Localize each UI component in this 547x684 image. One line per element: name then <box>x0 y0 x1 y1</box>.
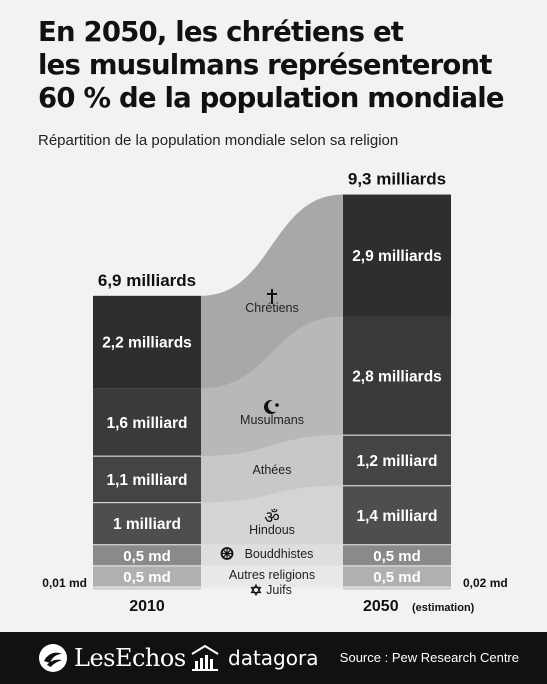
flow-band-4 <box>201 485 343 545</box>
total-label-2050: 9,3 milliards <box>348 170 446 189</box>
total-label-2010: 6,9 milliards <box>98 271 196 290</box>
lesechos-emblem-icon <box>39 644 67 672</box>
cross-icon <box>267 289 277 304</box>
lesechos-logo: LesEchos <box>38 632 186 684</box>
value-label: 1,6 milliard <box>107 415 188 432</box>
series-name: Autres religions <box>229 568 315 582</box>
series-name: Hindous <box>249 523 295 537</box>
value-label: 0,5 md <box>123 548 171 565</box>
dharma-wheel-icon <box>220 547 234 560</box>
dharma-wheel-spokes <box>222 548 232 559</box>
bar-segment-2010-4 <box>93 502 201 545</box>
bar-segment-2010-5 <box>93 544 201 566</box>
value-label: 1,2 milliard <box>357 453 438 470</box>
value-label: 2,8 milliards <box>352 369 442 386</box>
value-label: 1,4 milliard <box>357 508 438 525</box>
value-label: 1,1 milliard <box>107 472 188 489</box>
bar-segment-2050-3 <box>343 435 451 486</box>
flow-band-7 <box>201 587 343 590</box>
bar-segment-2010-7 <box>93 587 201 590</box>
value-label-outside: 0,02 md <box>463 576 508 590</box>
chart-subtitle: Répartition de la population mondiale se… <box>38 132 399 149</box>
title-line-2: les musulmans représenteront <box>38 49 492 81</box>
value-label: 0,5 md <box>123 569 171 586</box>
datagora-bars-icon <box>191 644 219 671</box>
star-of-david-icon <box>250 583 262 597</box>
series-name: Juifs <box>266 583 292 597</box>
series-name: Bouddhistes <box>245 547 314 561</box>
lesechos-wordmark: LesEchos <box>74 644 186 672</box>
crescent-star <box>275 403 279 407</box>
value-label: 0,5 md <box>373 548 421 565</box>
bar-segment-2050-4 <box>343 485 451 545</box>
flow-band-5 <box>201 544 343 566</box>
series-name: Athées <box>253 463 292 477</box>
bar-segment-2050-2 <box>343 316 451 436</box>
source-note: Source : Pew Research Centre <box>339 650 519 665</box>
page-title: En 2050, les chrétiens et les musulmans … <box>38 16 538 115</box>
datagora-logo: datagora <box>190 632 318 684</box>
series-name: Chrétiens <box>245 301 299 315</box>
bar-segment-2010-3 <box>93 456 201 503</box>
value-label-outside: 0,01 md <box>42 576 87 590</box>
bar-segment-2010-1 <box>93 295 201 389</box>
flow-band-6 <box>201 565 343 587</box>
value-label: 2,9 milliards <box>352 248 442 265</box>
bar-segment-2050-7 <box>343 587 451 590</box>
series-name: Musulmans <box>240 413 304 427</box>
title-line-3: 60 % de la population mondiale <box>38 82 505 114</box>
bar-segment-2050-6 <box>343 565 451 587</box>
title-line-1: En 2050, les chrétiens et <box>38 16 404 48</box>
value-label: 2,2 milliards <box>102 335 192 352</box>
om-icon: ॐ <box>264 508 280 527</box>
value-label: 1 milliard <box>113 516 181 533</box>
datagora-wordmark: datagora <box>228 646 319 670</box>
bar-segment-2050-1 <box>343 194 451 317</box>
bar-segment-2010-2 <box>93 388 201 457</box>
bar-segment-2050-5 <box>343 544 451 566</box>
stacked-flow-chart: 2,2 milliards 2,9 milliards 1,6 milliard 2,… <box>42 170 508 615</box>
value-label: 0,5 md <box>373 569 421 586</box>
flow-band-3 <box>201 435 343 503</box>
category-label-2050: 2050 <box>363 598 399 615</box>
category-label-2010: 2010 <box>129 598 165 615</box>
flow-band-2 <box>201 316 343 457</box>
bar-segment-2010-6 <box>93 565 201 587</box>
category-note: (estimation) <box>412 602 475 614</box>
footer-bar: LesEchos datagora Source : Pew Research … <box>0 632 547 684</box>
crescent-cutout <box>268 400 280 412</box>
